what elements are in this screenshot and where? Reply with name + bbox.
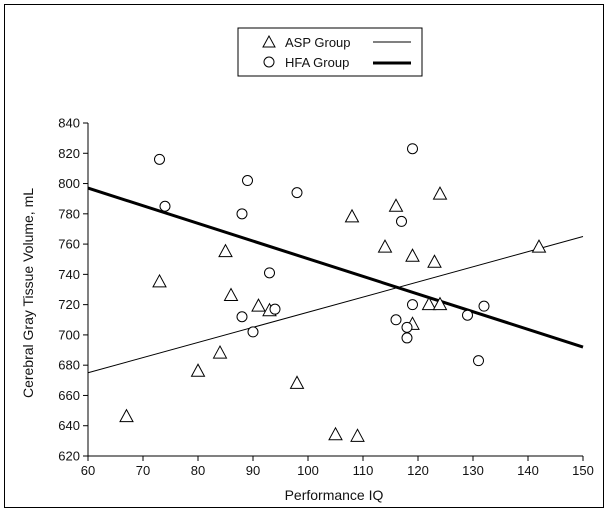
asp-data-point (388, 198, 404, 212)
asp-data-point (190, 363, 206, 377)
x-tick-label: 70 (136, 463, 150, 478)
y-tick-label: 800 (58, 176, 80, 191)
asp-data-point (377, 239, 393, 253)
asp-data-point (119, 408, 134, 423)
y-tick-label: 720 (58, 297, 80, 312)
legend-label-hfa: HFA Group (285, 55, 349, 70)
legend-item-asp: ASP Group (262, 34, 411, 50)
x-tick-label: 120 (407, 463, 429, 478)
asp-data-point (427, 254, 442, 268)
hfa-data-point (264, 267, 275, 279)
asp-data-point (212, 345, 228, 359)
y-tick-label: 700 (58, 327, 80, 342)
hfa-data-point (407, 299, 418, 311)
asp-data-point (289, 375, 305, 389)
y-axis-title: Cerebral Gray Tissue Volume, mL (20, 188, 36, 398)
y-tick-label: 820 (58, 146, 80, 161)
triangle-marker-icon (262, 34, 276, 48)
data-markers (119, 143, 547, 442)
asp-data-point (405, 248, 420, 262)
asp-data-point (223, 287, 239, 302)
y-axis-ticks: 620 640 660 680 700 720 740 760 780 800 820 840 (58, 116, 88, 464)
x-axis-ticks: 60 70 80 90 100 110 120 130 140 150 (81, 456, 594, 478)
hfa-data-point (291, 187, 303, 199)
y-tick-label: 780 (58, 206, 80, 221)
y-tick-label: 840 (58, 116, 80, 131)
y-tick-label: 760 (58, 237, 80, 252)
hfa-data-point (247, 326, 259, 338)
hfa-data-point (236, 208, 248, 220)
x-tick-label: 60 (81, 463, 95, 478)
x-tick-label: 80 (191, 463, 205, 478)
hfa-data-point (236, 311, 248, 323)
scatter-chart: ASP Group HFA Group 60 70 80 90 100 110 120 130… (20, 27, 594, 503)
y-tick-label: 740 (58, 267, 80, 282)
y-tick-label: 680 (58, 358, 80, 373)
y-tick-label: 640 (58, 418, 80, 433)
trendlines (87, 186, 584, 374)
hfa-data-point (242, 175, 253, 187)
hfa-data-point (401, 321, 413, 333)
x-tick-label: 140 (517, 463, 539, 478)
asp-data-point (531, 239, 547, 253)
hfa-data-point (473, 355, 484, 367)
y-tick-label: 620 (58, 449, 80, 464)
trendline-asp (87, 236, 584, 374)
asp-data-point (218, 243, 233, 258)
x-tick-label: 110 (353, 463, 374, 478)
hfa-data-point (478, 300, 490, 312)
asp-data-point (344, 208, 360, 223)
y-tick-label: 660 (58, 388, 80, 403)
hfa-data-point (401, 332, 413, 344)
hfa-data-point (396, 215, 407, 227)
x-tick-label: 90 (246, 463, 260, 478)
x-tick-label: 130 (462, 463, 484, 478)
hfa-data-point (407, 143, 418, 155)
asp-data-point (432, 186, 448, 200)
x-axis-title: Performance IQ (285, 487, 384, 503)
hfa-data-point (159, 200, 171, 212)
hfa-data-point (154, 153, 165, 165)
asp-data-point (152, 273, 167, 288)
chart-frame: ASP Group HFA Group 60 70 80 90 100 110 120 130… (4, 4, 604, 508)
asp-data-point (421, 296, 437, 311)
legend-label-asp: ASP Group (285, 35, 351, 50)
x-tick-label: 150 (572, 463, 594, 478)
legend-item-hfa: HFA Group (263, 55, 411, 70)
hfa-data-point (269, 303, 281, 315)
hfa-data-point (390, 314, 402, 326)
asp-data-point (251, 298, 266, 312)
x-tick-label: 100 (297, 463, 319, 478)
asp-data-point (328, 426, 343, 441)
trendline-hfa (87, 186, 584, 349)
asp-data-point (350, 428, 365, 442)
hfa-data-point (462, 309, 473, 321)
axes (87, 123, 583, 457)
asp-data-point (432, 296, 448, 311)
circle-marker-icon (263, 56, 275, 68)
